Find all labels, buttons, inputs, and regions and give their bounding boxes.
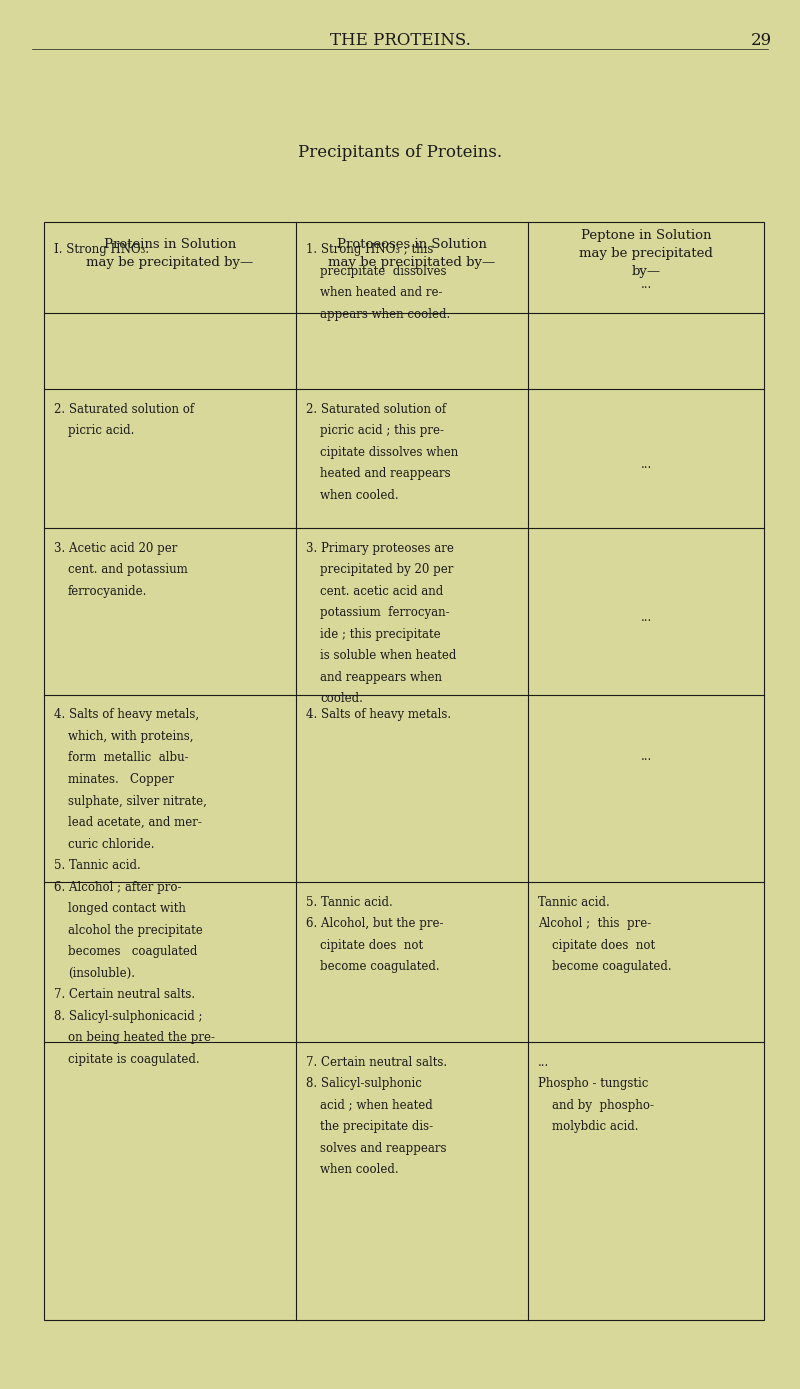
Text: appears when cooled.: appears when cooled. — [320, 307, 450, 321]
Text: precipitated by 20 per: precipitated by 20 per — [320, 564, 454, 576]
Text: Proteins in Solution
may be precipitated by—: Proteins in Solution may be precipitated… — [86, 238, 254, 269]
Text: cipitate does  not: cipitate does not — [320, 939, 423, 951]
Text: become coagulated.: become coagulated. — [320, 961, 440, 974]
Text: solves and reappears: solves and reappears — [320, 1142, 446, 1154]
Text: cent. acetic acid and: cent. acetic acid and — [320, 585, 443, 597]
Text: Protoeoses in Solution
may be precipitated by—: Protoeoses in Solution may be precipitat… — [328, 238, 496, 269]
Text: minates.   Copper: minates. Copper — [68, 772, 174, 786]
Text: (insoluble).: (insoluble). — [68, 967, 135, 979]
Text: 29: 29 — [751, 32, 772, 49]
Text: cent. and potassium: cent. and potassium — [68, 564, 188, 576]
Text: ...: ... — [640, 278, 652, 290]
Text: when cooled.: when cooled. — [320, 489, 398, 501]
Text: cipitate does  not: cipitate does not — [552, 939, 655, 951]
Text: picric acid ; this pre-: picric acid ; this pre- — [320, 425, 444, 438]
Text: 2. Saturated solution of: 2. Saturated solution of — [54, 403, 194, 415]
Text: 4. Salts of heavy metals,: 4. Salts of heavy metals, — [54, 708, 198, 721]
Text: cipitate dissolves when: cipitate dissolves when — [320, 446, 458, 458]
Text: cipitate is coagulated.: cipitate is coagulated. — [68, 1053, 200, 1065]
Text: alcohol the precipitate: alcohol the precipitate — [68, 924, 202, 936]
Text: 6. Alcohol ; after pro-: 6. Alcohol ; after pro- — [54, 881, 181, 893]
Text: precipitate  dissolves: precipitate dissolves — [320, 264, 446, 278]
Text: picric acid.: picric acid. — [68, 425, 134, 438]
Text: 7. Certain neutral salts.: 7. Certain neutral salts. — [306, 1056, 446, 1068]
Text: curic chloride.: curic chloride. — [68, 838, 154, 850]
Text: Tannic acid.: Tannic acid. — [538, 896, 610, 908]
Text: ...: ... — [538, 1056, 549, 1068]
Text: Peptone in Solution
may be precipitated
by—: Peptone in Solution may be precipitated … — [579, 229, 713, 278]
Text: lead acetate, and mer-: lead acetate, and mer- — [68, 817, 202, 829]
Text: 3. Primary proteoses are: 3. Primary proteoses are — [306, 542, 454, 554]
Text: Precipitants of Proteins.: Precipitants of Proteins. — [298, 144, 502, 161]
Text: ide ; this precipitate: ide ; this precipitate — [320, 628, 441, 640]
Text: form  metallic  albu-: form metallic albu- — [68, 751, 189, 764]
Text: ferrocyanide.: ferrocyanide. — [68, 585, 147, 597]
Text: ...: ... — [640, 750, 652, 763]
Text: cooled.: cooled. — [320, 692, 363, 706]
Text: becomes   coagulated: becomes coagulated — [68, 946, 198, 958]
Text: on being heated the pre-: on being heated the pre- — [68, 1032, 215, 1045]
Text: 8. Salicyl-sulphonicacid ;: 8. Salicyl-sulphonicacid ; — [54, 1010, 202, 1022]
Text: 7. Certain neutral salts.: 7. Certain neutral salts. — [54, 989, 194, 1001]
Text: ...: ... — [640, 458, 652, 471]
Text: 3. Acetic acid 20 per: 3. Acetic acid 20 per — [54, 542, 177, 554]
Text: potassium  ferrocyan-: potassium ferrocyan- — [320, 606, 450, 619]
Text: Phospho - tungstic: Phospho - tungstic — [538, 1078, 648, 1090]
Text: 5. Tannic acid.: 5. Tannic acid. — [54, 858, 140, 872]
Bar — [44, 222, 764, 1320]
Text: molybdic acid.: molybdic acid. — [552, 1120, 638, 1133]
Text: is soluble when heated: is soluble when heated — [320, 649, 456, 663]
Text: become coagulated.: become coagulated. — [552, 961, 672, 974]
Text: heated and reappears: heated and reappears — [320, 467, 450, 481]
Text: 5. Tannic acid.: 5. Tannic acid. — [306, 896, 392, 908]
Text: ...: ... — [640, 611, 652, 624]
Text: 4. Salts of heavy metals.: 4. Salts of heavy metals. — [306, 708, 450, 721]
Text: which, with proteins,: which, with proteins, — [68, 731, 194, 743]
Text: longed contact with: longed contact with — [68, 903, 186, 915]
Text: when cooled.: when cooled. — [320, 1164, 398, 1176]
Text: the precipitate dis-: the precipitate dis- — [320, 1120, 433, 1133]
Text: and by  phospho-: and by phospho- — [552, 1099, 654, 1111]
Text: and reappears when: and reappears when — [320, 671, 442, 683]
Text: 1. Strong HNO₃ ; this: 1. Strong HNO₃ ; this — [306, 243, 433, 256]
Text: 6. Alcohol, but the pre-: 6. Alcohol, but the pre- — [306, 918, 443, 931]
Text: THE PROTEINS.: THE PROTEINS. — [330, 32, 470, 49]
Text: sulphate, silver nitrate,: sulphate, silver nitrate, — [68, 795, 207, 807]
Text: acid ; when heated: acid ; when heated — [320, 1099, 433, 1111]
Text: 8. Salicyl-sulphonic: 8. Salicyl-sulphonic — [306, 1078, 422, 1090]
Text: 2. Saturated solution of: 2. Saturated solution of — [306, 403, 446, 415]
Text: when heated and re-: when heated and re- — [320, 286, 442, 299]
Text: I. Strong HNO₃.: I. Strong HNO₃. — [54, 243, 149, 256]
Text: Alcohol ;  this  pre-: Alcohol ; this pre- — [538, 918, 651, 931]
